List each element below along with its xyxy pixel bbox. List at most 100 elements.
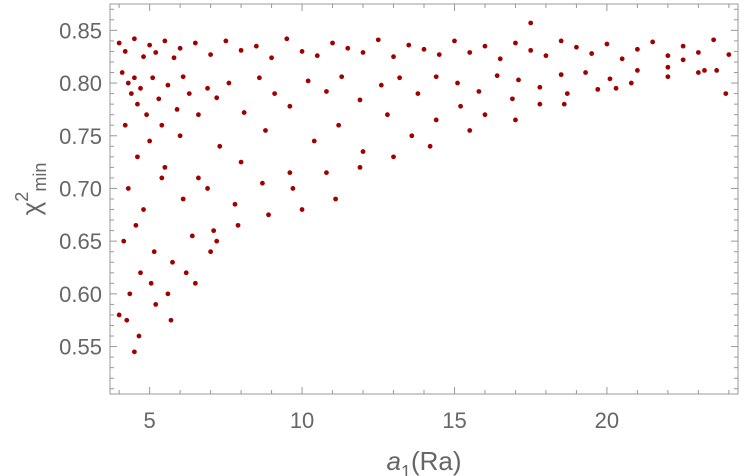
data-point (214, 95, 220, 101)
data-point (299, 207, 305, 212)
data-point (196, 112, 201, 118)
data-point (211, 228, 217, 234)
data-point (360, 50, 366, 55)
data-point (290, 186, 296, 191)
data-point (266, 212, 271, 218)
data-point (391, 154, 396, 160)
data-point (391, 54, 396, 60)
data-point (153, 50, 159, 55)
x-tick-label: 5 (144, 408, 156, 433)
data-point (122, 122, 128, 128)
data-point (680, 43, 686, 49)
data-point (217, 143, 223, 149)
data-point (360, 149, 366, 154)
data-point (415, 91, 421, 96)
data-point (714, 68, 720, 73)
data-point (131, 349, 137, 355)
data-point (162, 164, 168, 170)
data-point (116, 40, 122, 46)
data-point (299, 49, 305, 54)
data-point (476, 89, 482, 94)
data-point (397, 75, 403, 81)
data-point (125, 80, 131, 86)
data-point (333, 196, 338, 202)
data-point (314, 53, 320, 59)
data-point (695, 70, 701, 75)
data-point (452, 38, 457, 44)
data-point (148, 280, 154, 286)
data-point (159, 175, 165, 181)
data-point (494, 73, 500, 79)
data-point (436, 52, 442, 57)
y-tick-label: 0.85 (59, 18, 102, 43)
data-point (357, 164, 363, 170)
data-point (238, 159, 244, 165)
data-point (159, 122, 165, 128)
data-point (208, 52, 214, 57)
data-point (122, 49, 128, 54)
data-point (192, 280, 198, 286)
data-point (128, 91, 134, 96)
data-point (170, 259, 175, 265)
data-point (433, 117, 439, 123)
data-point (151, 249, 157, 255)
data-point (345, 45, 351, 51)
y-tick-label: 0.60 (59, 282, 102, 307)
data-point (135, 154, 140, 160)
data-point (119, 70, 125, 75)
data-point (455, 80, 460, 86)
data-point (564, 91, 570, 96)
data-point (174, 107, 180, 112)
data-point (421, 46, 427, 52)
data-point (558, 38, 564, 44)
data-point (458, 103, 463, 109)
data-point (628, 80, 634, 86)
data-point (513, 117, 518, 123)
y-tick-label: 0.55 (59, 335, 102, 360)
x-axis-label: a1(Ra) (386, 446, 461, 476)
data-point (287, 170, 293, 176)
data-point (409, 133, 415, 139)
data-point (711, 37, 717, 43)
x-tick-label: 20 (595, 408, 619, 433)
y-axis-label-subscript: min (30, 163, 50, 192)
data-point (665, 64, 671, 70)
data-point (183, 270, 189, 276)
data-point (171, 55, 177, 61)
data-point (482, 43, 488, 49)
data-point (153, 302, 159, 307)
data-point (665, 74, 671, 80)
data-point (595, 86, 601, 92)
data-point (256, 75, 262, 81)
data-point (537, 84, 543, 90)
data-point (680, 57, 686, 63)
data-point (589, 51, 595, 56)
x-axis-label-base: a (386, 446, 400, 476)
data-point (141, 54, 146, 60)
data-point (665, 53, 671, 59)
x-tick-label: 15 (442, 408, 466, 433)
data-point (378, 82, 384, 88)
data-point (634, 46, 640, 52)
data-point (116, 312, 122, 318)
data-point (147, 138, 153, 144)
data-point (497, 56, 503, 62)
data-point (192, 40, 198, 46)
data-point (147, 42, 153, 48)
y-tick-label: 0.70 (59, 176, 102, 201)
y-tick-label: 0.80 (59, 71, 102, 96)
data-point (136, 333, 142, 339)
data-point (238, 47, 244, 53)
y-tick-label: 0.75 (59, 124, 102, 149)
data-point (125, 186, 131, 191)
data-point (324, 170, 329, 176)
data-point (138, 85, 143, 91)
data-point (138, 270, 143, 276)
data-point (180, 74, 186, 80)
data-point (558, 72, 564, 78)
data-point (375, 37, 381, 43)
data-point (406, 42, 412, 48)
data-point (385, 112, 390, 118)
data-point (516, 77, 521, 83)
